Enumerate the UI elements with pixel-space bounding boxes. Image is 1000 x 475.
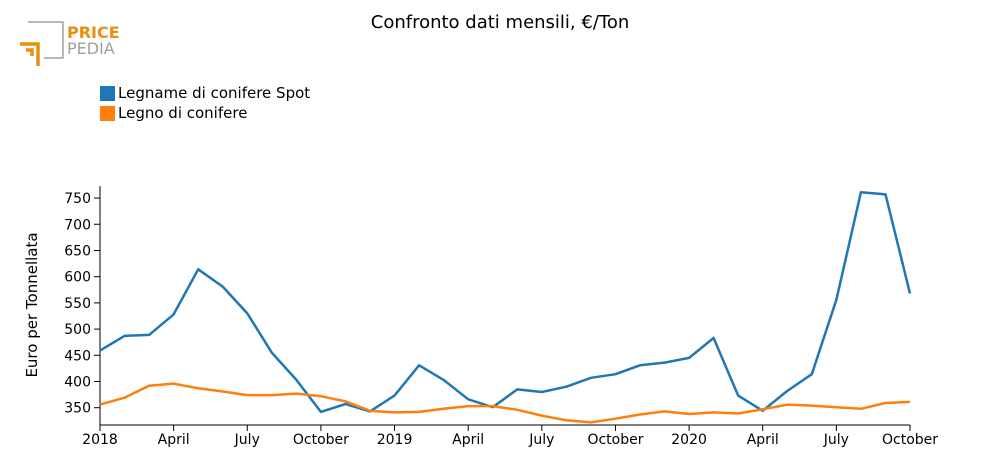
x-tick: 2020 — [671, 425, 707, 448]
y-tick: 500 — [64, 322, 100, 338]
x-tick-label: October — [293, 432, 349, 448]
logo-text-top: PRICE — [67, 23, 120, 42]
x-tick-label: 2019 — [377, 432, 413, 448]
x-tick: April — [452, 425, 484, 448]
x-tick-label: 2018 — [82, 432, 118, 448]
x-tick: October — [882, 425, 938, 448]
x-tick: July — [234, 425, 260, 448]
legend-item-conifere[interactable]: Legno di conifere — [100, 104, 247, 122]
x-tick-label: April — [452, 432, 484, 448]
y-tick-label: 400 — [64, 374, 91, 390]
series-lines — [99, 191, 912, 424]
y-tick-label: 550 — [64, 296, 91, 312]
x-tick-label: July — [823, 432, 849, 448]
x-tick: October — [293, 425, 349, 448]
legend-item-spot[interactable]: Legname di conifere Spot — [100, 84, 310, 102]
y-tick-label: 700 — [64, 217, 91, 233]
y-tick-label: 350 — [64, 401, 91, 417]
x-tick-label: April — [158, 432, 190, 448]
series-line-spot[interactable] — [99, 191, 912, 414]
x-tick: April — [747, 425, 779, 448]
x-tick-label: October — [587, 432, 643, 448]
x-axis: 2018 April July October 2019 April July October… — [82, 424, 938, 448]
y-tick: 600 — [64, 270, 100, 286]
y-tick-label: 750 — [64, 191, 91, 207]
x-tick-label: July — [234, 432, 260, 448]
legend-swatch-conifere — [100, 105, 115, 121]
y-tick: 650 — [64, 243, 100, 259]
chart-title: Confronto dati mensili, €/Ton — [370, 12, 630, 33]
y-tick-label: 450 — [64, 348, 91, 364]
x-tick: April — [158, 425, 190, 448]
y-tick: 550 — [64, 296, 100, 312]
legend-label-spot: Legname di conifere Spot — [118, 84, 311, 102]
y-tick-label: 600 — [64, 270, 91, 286]
y-tick: 350 — [64, 401, 100, 417]
x-tick-label: July — [528, 432, 554, 448]
logo-mark-icon — [20, 21, 64, 66]
y-axis-label: Euro per Tonnellata — [23, 232, 41, 377]
y-tick-label: 650 — [64, 243, 91, 259]
x-tick-label: April — [747, 432, 779, 448]
y-tick: 700 — [64, 217, 100, 233]
y-tick: 450 — [64, 348, 100, 364]
y-tick: 400 — [64, 374, 100, 390]
x-tick-label: 2020 — [671, 432, 707, 448]
y-tick: 750 — [64, 191, 100, 207]
x-tick: July — [823, 425, 849, 448]
x-tick: 2018 — [82, 425, 118, 448]
x-tick: October — [587, 425, 644, 448]
x-tick: July — [528, 425, 554, 448]
x-tick-label: October — [882, 432, 938, 448]
series-line-conifere[interactable] — [99, 382, 911, 424]
y-tick-label: 500 — [64, 322, 91, 338]
pricepedia-logo: PRICE PEDIA — [20, 21, 120, 66]
y-axis: 350 400 450 500 550 600 650 700 750 — [64, 186, 101, 425]
legend-label-conifere: Legno di conifere — [118, 104, 248, 122]
x-tick: 2019 — [377, 425, 413, 448]
logo-text-bottom: PEDIA — [67, 39, 115, 58]
legend-swatch-spot — [100, 85, 115, 101]
